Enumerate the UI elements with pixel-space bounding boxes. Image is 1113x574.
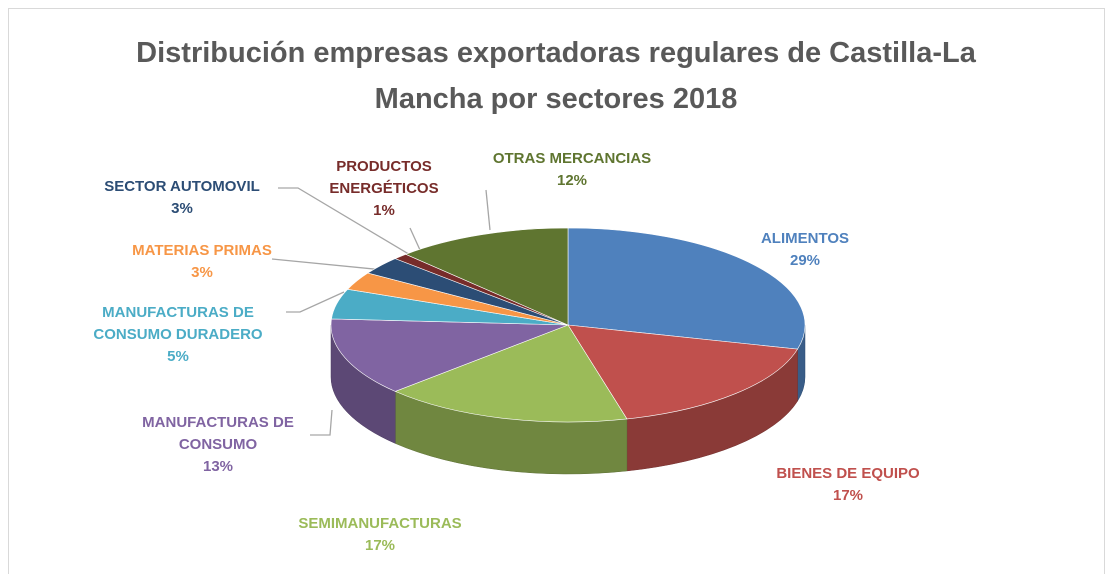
- value-label: 3%: [191, 264, 213, 281]
- data-label: MANUFACTURAS DE CONSUMO DURADERO 5%: [71, 302, 286, 368]
- value-label: 17%: [832, 487, 864, 504]
- leader-lines: [271, 187, 491, 436]
- data-label: SEMIMANUFACTURAS 17%: [250, 513, 510, 557]
- data-label: BIENES DE EQUIPO 17%: [738, 463, 958, 507]
- category-label: MANUFACTURAS DE CONSUMO DURADERO: [93, 304, 263, 343]
- data-label: MATERIAS PRIMAS 3%: [102, 240, 302, 284]
- leader-line: [286, 291, 345, 313]
- data-label: ALIMENTOS 29%: [705, 228, 905, 272]
- slice: [394, 324, 628, 423]
- data-label: PRODUCTOS ENERGÉTICOS 1%: [319, 156, 449, 222]
- data-label: SECTOR AUTOMOVIL 3%: [72, 176, 292, 220]
- data-label: OTRAS MERCANCIAS 12%: [462, 148, 682, 192]
- leader-line: [271, 258, 385, 271]
- chart-border: [8, 8, 1105, 574]
- data-label: MANUFACTURAS DE CONSUMO 13%: [128, 412, 308, 478]
- category-label: MATERIAS PRIMAS: [132, 242, 272, 259]
- leader-line: [278, 187, 413, 257]
- category-label: SEMIMANUFACTURAS: [298, 515, 462, 532]
- value-label: 1%: [373, 202, 395, 219]
- category-label: BIENES DE EQUIPO: [776, 465, 920, 482]
- slice-tops: [330, 227, 806, 423]
- category-label: OTRAS MERCANCIAS: [492, 150, 652, 167]
- category-label: SECTOR AUTOMOVIL: [104, 178, 260, 195]
- leader-line: [310, 409, 333, 436]
- leader-line: [485, 189, 491, 231]
- value-label: 5%: [167, 348, 189, 365]
- slice: [404, 227, 569, 326]
- slice: [567, 227, 806, 350]
- category-label: MANUFACTURAS DE CONSUMO: [142, 414, 294, 453]
- value-label: 29%: [789, 252, 821, 269]
- category-label: PRODUCTOS ENERGÉTICOS: [329, 158, 439, 197]
- value-label: 12%: [556, 172, 588, 189]
- slice: [567, 324, 799, 420]
- leader-line: [409, 227, 421, 251]
- value-label: 13%: [202, 458, 234, 475]
- value-label: 3%: [171, 200, 193, 217]
- slice: [330, 318, 569, 392]
- value-label: 17%: [364, 537, 396, 554]
- chart-title: Distribución empresas exportadoras regul…: [136, 37, 976, 115]
- category-label: ALIMENTOS: [760, 230, 850, 247]
